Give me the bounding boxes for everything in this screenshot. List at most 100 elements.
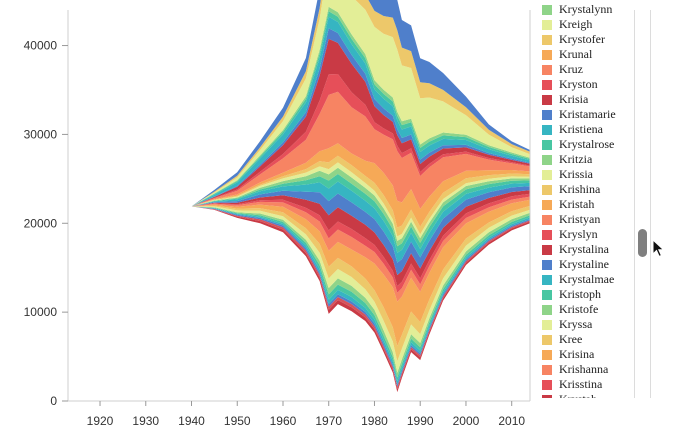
x-tick-label: 2010 — [498, 414, 525, 428]
legend-item[interactable]: Kristiena — [542, 122, 603, 137]
legend-item[interactable]: Krisia — [542, 92, 588, 107]
legend-item[interactable]: Krystalrose — [542, 137, 614, 152]
area-series-krishanna[interactable] — [100, 91, 530, 209]
legend-label: Krystalynn — [559, 2, 613, 16]
legend-label: Krystah — [559, 392, 597, 398]
legend-swatch — [542, 259, 552, 270]
legend-label: Kristiena — [559, 122, 603, 136]
x-tick-label: 1920 — [87, 414, 114, 428]
legend-label: Kryston — [559, 77, 598, 91]
legend-label: Krystalmae — [559, 272, 615, 286]
area-series-krystanne[interactable] — [100, 28, 530, 207]
legend-label: Krystaline — [559, 257, 609, 271]
legend-swatch — [542, 109, 552, 120]
scrollbar-track-left — [634, 10, 635, 398]
x-tick-label: 2000 — [453, 414, 480, 428]
legend-swatch — [542, 289, 552, 300]
legend-item[interactable]: Krishanna — [542, 362, 608, 377]
x-tick-label: 1940 — [178, 414, 205, 428]
legend-item[interactable]: Kristyan — [542, 212, 600, 227]
x-tick-label: 1970 — [315, 414, 342, 428]
y-tick-label: 40000 — [24, 39, 58, 53]
legend-label: Krisia — [559, 92, 589, 106]
legend-swatch — [542, 34, 552, 45]
area-series-kristanne[interactable] — [100, 205, 530, 393]
area-series-kryslyn[interactable] — [100, 193, 530, 293]
legend-item[interactable]: Krystalynn — [542, 2, 612, 17]
area-series-kristah[interactable] — [100, 199, 530, 346]
legend-item[interactable]: Kristamarie — [542, 107, 616, 122]
legend-item[interactable]: Krisina — [542, 347, 594, 362]
series-areas — [100, 0, 530, 393]
x-axis-ticks: 1920 1930 1940 1950 1960 1970 1980 1990 2000 2010 — [87, 401, 525, 428]
legend-label: Kristah — [559, 197, 595, 211]
mouse-pointer-icon — [652, 239, 665, 258]
legend-item[interactable]: Kryslyn — [542, 227, 598, 242]
area-series-kree[interactable] — [100, 155, 530, 237]
area-series-krishina[interactable] — [100, 205, 530, 362]
y-tick-label: 10000 — [24, 305, 58, 319]
legend-item[interactable]: Krunal — [542, 47, 592, 62]
legend-swatch — [542, 199, 552, 210]
legend-swatch — [542, 379, 552, 390]
legend-item[interactable]: Kritzia — [542, 152, 592, 167]
legend-swatch — [542, 184, 552, 195]
legend-item[interactable]: Krystalmae — [542, 272, 614, 287]
legend-item[interactable]: Kree — [542, 332, 582, 347]
legend-swatch — [542, 94, 552, 105]
area-series-krystaline[interactable] — [100, 186, 530, 275]
x-tick-label: 1950 — [224, 414, 251, 428]
legend-label: Kree — [559, 332, 583, 346]
area-series-krystalina[interactable] — [100, 190, 530, 287]
legend-label: Krystalrose — [559, 137, 615, 151]
legend-item[interactable]: Krisstina — [542, 377, 602, 392]
legend-label: Krishanna — [559, 362, 609, 376]
legend-item[interactable]: Kreigh — [542, 17, 592, 32]
legend-swatch — [542, 229, 552, 240]
legend-label: Kristyan — [559, 212, 601, 226]
area-series-krissia[interactable] — [100, 205, 530, 373]
area-series-kristien[interactable] — [100, 0, 530, 207]
legend-item[interactable]: Krissia — [542, 167, 593, 182]
scrollbar-thumb[interactable] — [638, 229, 647, 257]
area-series-kryssa[interactable] — [100, 162, 530, 241]
area-series-krystalmae[interactable] — [100, 181, 530, 263]
legend-item[interactable]: Krishina — [542, 182, 600, 197]
x-tick-label: 1990 — [407, 414, 434, 428]
legend-swatch — [542, 19, 552, 30]
legend-label: Krisina — [559, 347, 595, 361]
legend-label: Krunal — [559, 47, 593, 61]
legend-label: Kryslyn — [559, 227, 598, 241]
legend-swatch — [542, 334, 552, 345]
legend-swatch — [542, 364, 552, 375]
legend-swatch — [542, 169, 552, 180]
legend-label: Krisstina — [559, 377, 603, 391]
legend-label: Kritzia — [559, 152, 593, 166]
legend-swatch — [542, 244, 552, 255]
legend-swatch — [542, 64, 552, 75]
legend-item[interactable]: Krystofer — [542, 32, 605, 47]
legend-item[interactable]: Kristofe — [542, 302, 598, 317]
legend-swatch — [542, 304, 552, 315]
legend-swatch — [542, 4, 552, 15]
legend-item[interactable]: Krystaline — [542, 257, 609, 272]
x-tick-label: 1980 — [361, 414, 388, 428]
area-series-krisstina[interactable] — [100, 74, 530, 207]
legend-label: Krissia — [559, 167, 593, 181]
legend-label: Kryssa — [559, 317, 593, 331]
legend-swatch — [542, 319, 552, 330]
x-tick-label: 1960 — [270, 414, 297, 428]
y-tick-label: 20000 — [24, 216, 58, 230]
legend-item[interactable]: Krystah — [542, 392, 597, 398]
area-series-krystah[interactable] — [100, 38, 530, 207]
legend-label: Krishina — [559, 182, 601, 196]
legend-item[interactable]: Kristoph — [542, 287, 601, 302]
legend-item[interactable]: Kristah — [542, 197, 594, 212]
area-series-krisina[interactable] — [100, 143, 530, 228]
legend: Krystalynn Kreigh Krystofer Krunal Kruz Kryst… — [542, 0, 632, 398]
legend-item[interactable]: Kruz — [542, 62, 583, 77]
legend-item[interactable]: Kryston — [542, 77, 598, 92]
legend-item[interactable]: Kryssa — [542, 317, 592, 332]
legend-item[interactable]: Krystalina — [542, 242, 609, 257]
